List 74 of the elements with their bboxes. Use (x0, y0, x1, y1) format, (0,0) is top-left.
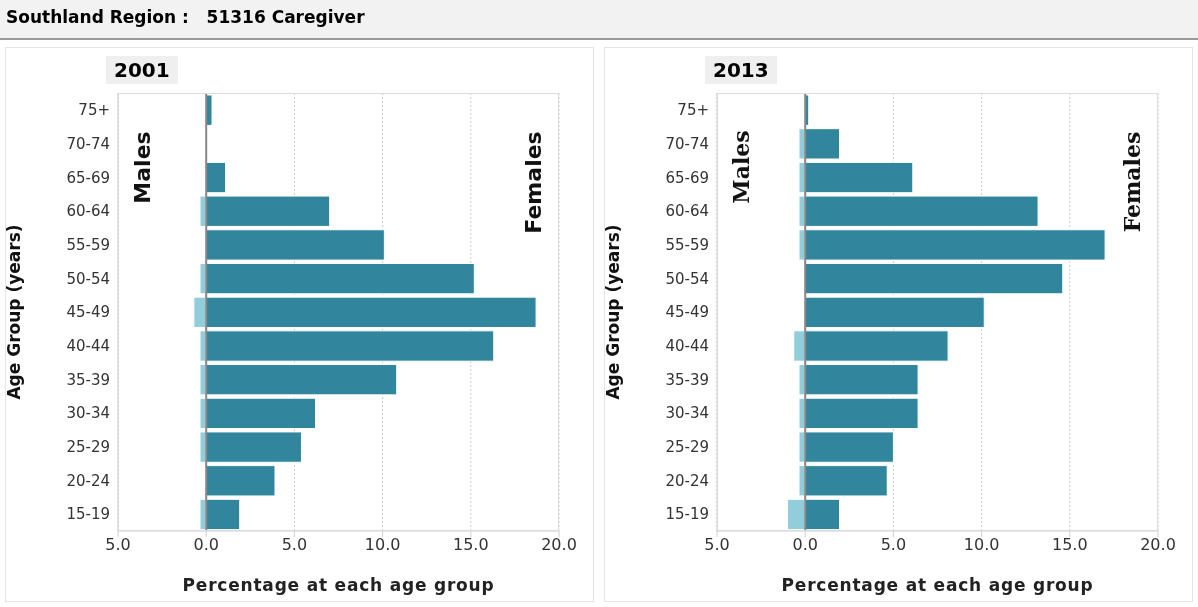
y-tick-label: 75+ (677, 101, 709, 120)
y-tick-label: 35-39 (66, 370, 110, 389)
y-tick-label: 15-19 (665, 505, 709, 524)
y-tick-label: 35-39 (665, 370, 709, 389)
chart-title: Southland Region : 51316 Caregiver (0, 0, 1198, 40)
bar (804, 364, 919, 396)
y-tick-label: 50-54 (66, 269, 110, 288)
y-tick-label: 55-59 (665, 235, 709, 254)
y-axis-title: Age Group (years) (4, 224, 25, 400)
bar (205, 364, 398, 396)
bar (793, 330, 806, 362)
bar (804, 195, 1039, 227)
y-tick-label: 50-54 (665, 269, 709, 288)
y-tick-label: 20-24 (665, 471, 709, 490)
x-axis-title: Percentage at each age group (781, 575, 1094, 595)
bar (205, 195, 331, 227)
y-tick-label: 30-34 (665, 404, 709, 423)
y-tick-label: 25-29 (665, 438, 709, 457)
bar (804, 498, 841, 531)
text: Males (129, 130, 155, 204)
bar (804, 296, 985, 328)
y-tick-label: 45-49 (665, 303, 709, 322)
x-axis-title: Percentage at each age group (182, 575, 495, 595)
x-tick-label: 20.0 (541, 535, 577, 555)
y-tick-label: 40-44 (66, 337, 110, 356)
text: Females (520, 130, 546, 234)
x-tick-label: 15.0 (1051, 535, 1088, 555)
bar (205, 465, 276, 497)
y-axis-title: Age Group (years) (603, 224, 624, 400)
chart-subtitle: 2001 (106, 56, 178, 84)
chart-subtitle: 2013 (705, 56, 777, 84)
bar (205, 161, 227, 194)
y-tick-label: 60-64 (665, 202, 709, 221)
y-tick-label: 20-24 (66, 471, 110, 490)
y-tick-label: 60-64 (66, 202, 110, 221)
bar (804, 262, 1064, 295)
y-tick-label: 70-74 (665, 134, 709, 153)
text: Females (1119, 131, 1145, 233)
x-tick-label: 10.0 (364, 535, 401, 555)
y-tick-label: 65-69 (66, 168, 110, 187)
bar (205, 296, 537, 328)
bar (804, 465, 888, 497)
x-tick-label: 5.0 (281, 535, 308, 555)
y-tick-label: 40-44 (665, 337, 709, 356)
y-tick-label: 45-49 (66, 303, 110, 322)
bar (205, 431, 302, 463)
x-tick-label: 15.0 (452, 535, 489, 555)
bar (205, 229, 385, 261)
bar (205, 262, 475, 295)
x-tick-label: 20.0 (1140, 535, 1176, 555)
x-tick-label: 5.0 (704, 535, 730, 555)
bar (804, 431, 894, 463)
bar (205, 397, 317, 430)
bar (804, 397, 919, 430)
y-tick-label: 30-34 (66, 404, 110, 423)
x-tick-label: 0.0 (193, 535, 219, 555)
y-tick-label: 75+ (78, 101, 110, 120)
y-tick-label: 70-74 (66, 134, 110, 153)
x-tick-label: 0.0 (792, 535, 818, 555)
y-tick-label: 25-29 (66, 438, 110, 457)
bar (787, 498, 806, 531)
bar (804, 128, 841, 160)
bar (804, 229, 1106, 261)
bar (804, 161, 914, 194)
bar (205, 330, 495, 362)
text: Males (728, 130, 755, 204)
y-tick-label: 65-69 (665, 168, 709, 187)
x-tick-label: 5.0 (880, 535, 907, 555)
x-tick-label: 5.0 (105, 535, 131, 555)
x-tick-label: 10.0 (963, 535, 1000, 555)
y-tick-label: 15-19 (66, 505, 110, 524)
bar (804, 330, 949, 362)
bar (205, 498, 241, 531)
y-tick-label: 55-59 (66, 235, 110, 254)
